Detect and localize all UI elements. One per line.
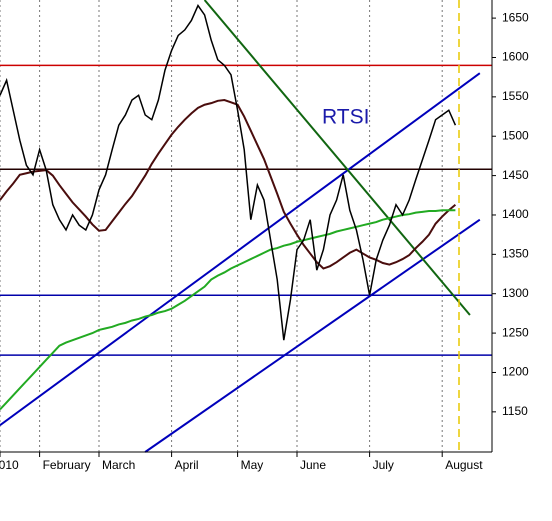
x-tick-label: February — [43, 458, 91, 472]
series-line — [0, 3, 457, 341]
y-tick-label: 1350 — [502, 247, 529, 261]
trend-line — [144, 218, 481, 453]
y-tick-label: 1400 — [502, 207, 529, 221]
x-tick-label: May — [241, 458, 264, 472]
x-tick-label: July — [373, 458, 394, 472]
y-tick-label: 1600 — [502, 50, 529, 64]
chart-title: RTSI — [322, 106, 369, 129]
x-tick-label: June — [300, 458, 326, 472]
trend-line — [0, 72, 481, 427]
series-line — [0, 209, 456, 411]
y-tick-label: 1550 — [502, 89, 529, 103]
y-tick-label: 1650 — [502, 10, 529, 24]
x-tick-label: April — [175, 458, 199, 472]
x-tick-label: August — [445, 458, 483, 472]
series-line — [0, 98, 457, 270]
plot-area — [0, 0, 492, 453]
trend-line — [203, 0, 471, 316]
y-tick-label: 1450 — [502, 168, 529, 182]
x-tick-label: 2010 — [0, 458, 19, 472]
y-tick-label: 1200 — [502, 365, 529, 379]
y-tick-label: 1150 — [502, 404, 528, 418]
y-tick-label: 1500 — [502, 128, 529, 142]
x-tick-label: March — [102, 458, 135, 472]
y-tick-label: 1250 — [502, 325, 529, 339]
y-tick-label: 1300 — [502, 286, 529, 300]
